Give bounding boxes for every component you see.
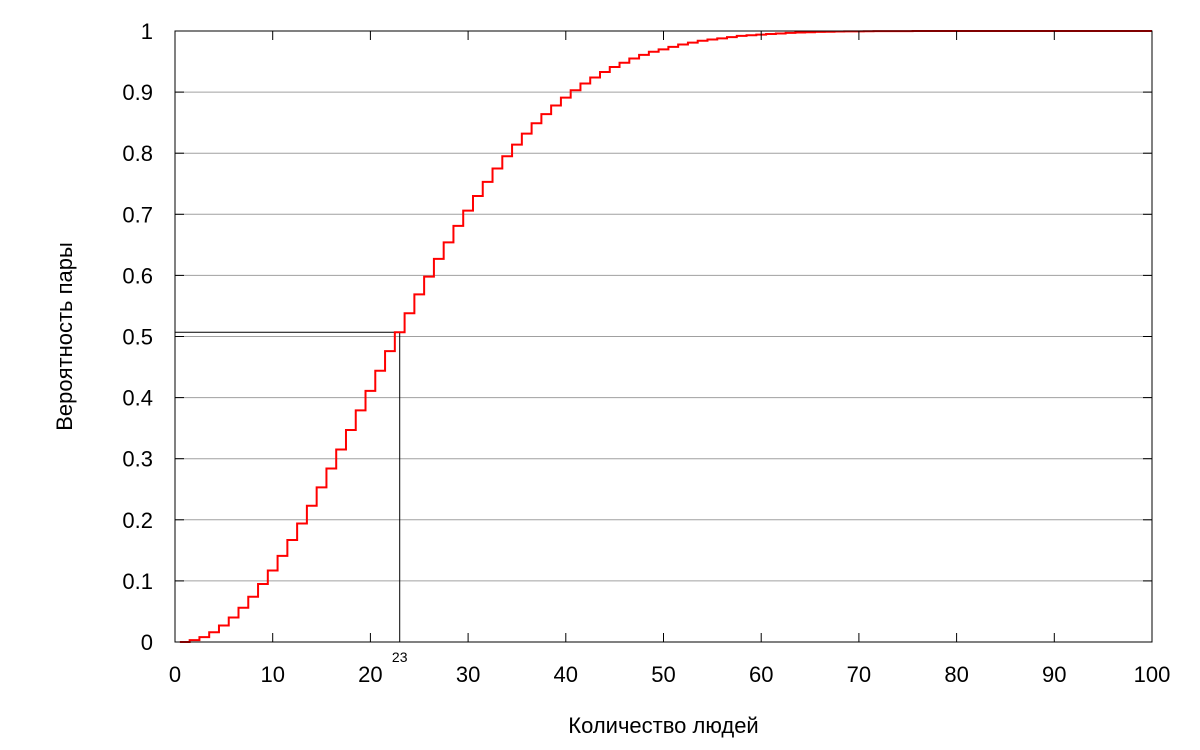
y-tick-label: 0.2 <box>122 508 153 533</box>
x-tick-label: 30 <box>456 662 480 687</box>
x-tick-label: 80 <box>944 662 968 687</box>
x-tick-label: 50 <box>651 662 675 687</box>
annotation-label: 23 <box>392 649 408 665</box>
y-tick-label: 0 <box>141 630 153 655</box>
tick-labels: 23 0 10 20 30 40 50 60 70 80 90 100 0 0.1 0.2 0.3 0.4 0.5… <box>122 19 1170 687</box>
ticks <box>174 30 1153 643</box>
y-tick-label: 0.9 <box>122 80 153 105</box>
x-tick-label: 70 <box>847 662 871 687</box>
x-tick-label: 40 <box>554 662 578 687</box>
x-tick-label: 60 <box>749 662 773 687</box>
reference-lines <box>175 331 401 642</box>
y-tick-label: 0.4 <box>122 386 153 411</box>
x-tick-label: 10 <box>260 662 284 687</box>
y-tick-label: 1 <box>141 19 153 44</box>
y-tick-label: 0.5 <box>122 325 153 350</box>
y-tick-label: 0.3 <box>122 447 153 472</box>
y-tick-label: 0.7 <box>122 202 153 227</box>
x-tick-label: 20 <box>358 662 382 687</box>
y-tick-label: 0.8 <box>122 141 153 166</box>
x-tick-label: 90 <box>1042 662 1066 687</box>
x-tick-label: 100 <box>1134 662 1171 687</box>
y-tick-label: 0.1 <box>122 569 153 594</box>
gridlines <box>175 91 1152 582</box>
y-axis-label: Вероятность пары <box>52 242 77 431</box>
x-tick-label: 0 <box>169 662 181 687</box>
x-axis-label: Количество людей <box>568 713 758 738</box>
y-tick-label: 0.6 <box>122 263 153 288</box>
